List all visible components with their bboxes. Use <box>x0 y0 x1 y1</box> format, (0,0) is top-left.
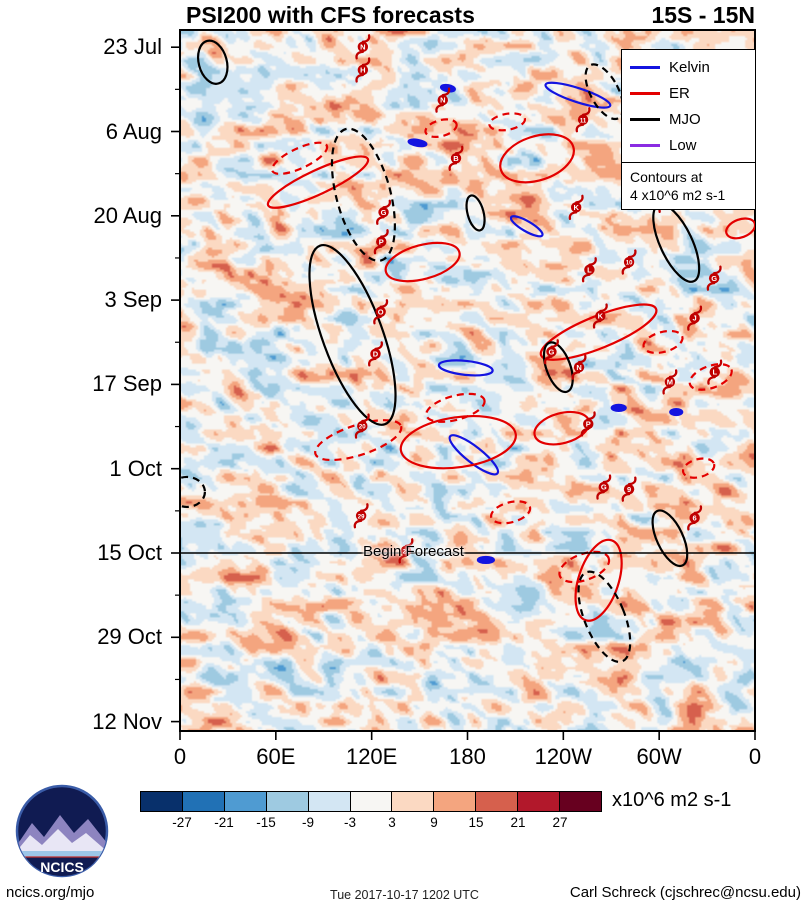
colorbar-box <box>265 792 308 811</box>
contour-note-line2: 4 x10^6 m2 s-1 <box>630 187 726 203</box>
colorbar-box <box>223 792 266 811</box>
colorbar-box <box>475 792 518 811</box>
x-tick-label: 180 <box>449 744 486 769</box>
colorbar-box <box>517 792 560 811</box>
kelvin-line-sample <box>630 65 660 69</box>
x-tick-label: 120E <box>345 744 398 769</box>
legend-item-er: ER <box>622 80 755 106</box>
colorbar-units: x10^6 m2 s-1 <box>612 789 732 811</box>
y-tick-label: 1 Oct <box>109 455 162 481</box>
legend-label: Low <box>669 136 697 154</box>
colorbar-tick-label: -9 <box>301 815 315 830</box>
contour-note-line1: Contours at <box>630 169 703 185</box>
colorbar-box <box>433 792 476 811</box>
footer-credit: Carl Schreck (cjschrec@ncsu.edu) <box>569 884 801 901</box>
ncics-logo: NCICS <box>15 784 109 878</box>
colorbar-tick-label: 15 <box>468 815 484 830</box>
legend-label: ER <box>669 84 690 102</box>
colorbar-box <box>307 792 350 811</box>
colorbar-tick-label: -27 <box>172 815 192 830</box>
x-axis-longitude-labels: 0 60E 120E 180 120W 60W 0 <box>174 744 761 772</box>
colorbar-tick-label: 27 <box>552 815 568 830</box>
colorbar-tick-label: -15 <box>256 815 276 830</box>
legend-item-mjo: MJO <box>622 106 755 132</box>
x-tick-label: 120W <box>534 744 593 769</box>
latitude-band-label: 15S - 15N <box>651 2 755 28</box>
colorbar-labels: -27 -21 -15 -9 -3 3 9 15 21 27 <box>140 815 602 833</box>
colorbar-tick-label: -21 <box>214 815 234 830</box>
colorbar-tick-label: 21 <box>510 815 526 830</box>
y-tick-label: 6 Aug <box>105 118 162 144</box>
y-tick-label: 17 Sep <box>92 371 162 397</box>
y-tick-label: 3 Sep <box>104 287 163 313</box>
x-tick-label: 0 <box>173 744 187 769</box>
y-tick-label: 29 Oct <box>97 624 162 650</box>
y-tick-label: 15 Oct <box>97 540 162 565</box>
colorbar-tick-label: -3 <box>343 815 357 830</box>
begin-forecast-label: Begin Forecast <box>363 543 464 560</box>
legend-label: MJO <box>669 110 701 128</box>
er-line-sample <box>630 91 660 95</box>
colorbar-box <box>349 792 392 811</box>
legend-item-kelvin: Kelvin <box>622 54 755 80</box>
x-tick-label: 0 <box>748 744 762 769</box>
low-line-sample <box>630 143 660 147</box>
y-tick-label: 23 Jul <box>103 34 162 60</box>
y-tick-label: 12 Nov <box>92 708 162 734</box>
x-tick-label: 60W <box>636 744 682 769</box>
colorbar-tick-label: 9 <box>430 815 438 830</box>
y-tick-label: 20 Aug <box>93 202 162 228</box>
logo-text: NCICS <box>40 859 84 875</box>
footer-url: ncics.org/mjo <box>6 884 95 901</box>
y-axis-date-labels: 23 Jul 6 Aug 20 Aug 3 Sep 17 Sep 1 Oct 15 Oct 2… <box>0 30 163 733</box>
colorbar-box <box>391 792 434 811</box>
legend-item-low: Low <box>622 132 755 158</box>
colorbar <box>140 791 602 812</box>
footer-timestamp: Tue 2017-10-17 1202 UTC <box>330 888 479 902</box>
colorbar-tick-label: 3 <box>388 815 396 830</box>
legend-label: Kelvin <box>669 58 710 76</box>
contour-note: Contours at 4 x10^6 m2 s-1 <box>622 162 755 204</box>
logo-water-band <box>17 851 107 859</box>
colorbar-box <box>141 792 182 811</box>
page-title: PSI200 with CFS forecasts <box>186 2 475 28</box>
mjo-line-sample <box>630 117 660 121</box>
legend: Kelvin ER MJO Low Contours at 4 x10^6 m2… <box>621 49 756 210</box>
colorbar-box <box>181 792 224 811</box>
x-tick-label: 60E <box>256 744 296 769</box>
colorbar-box <box>559 792 601 811</box>
